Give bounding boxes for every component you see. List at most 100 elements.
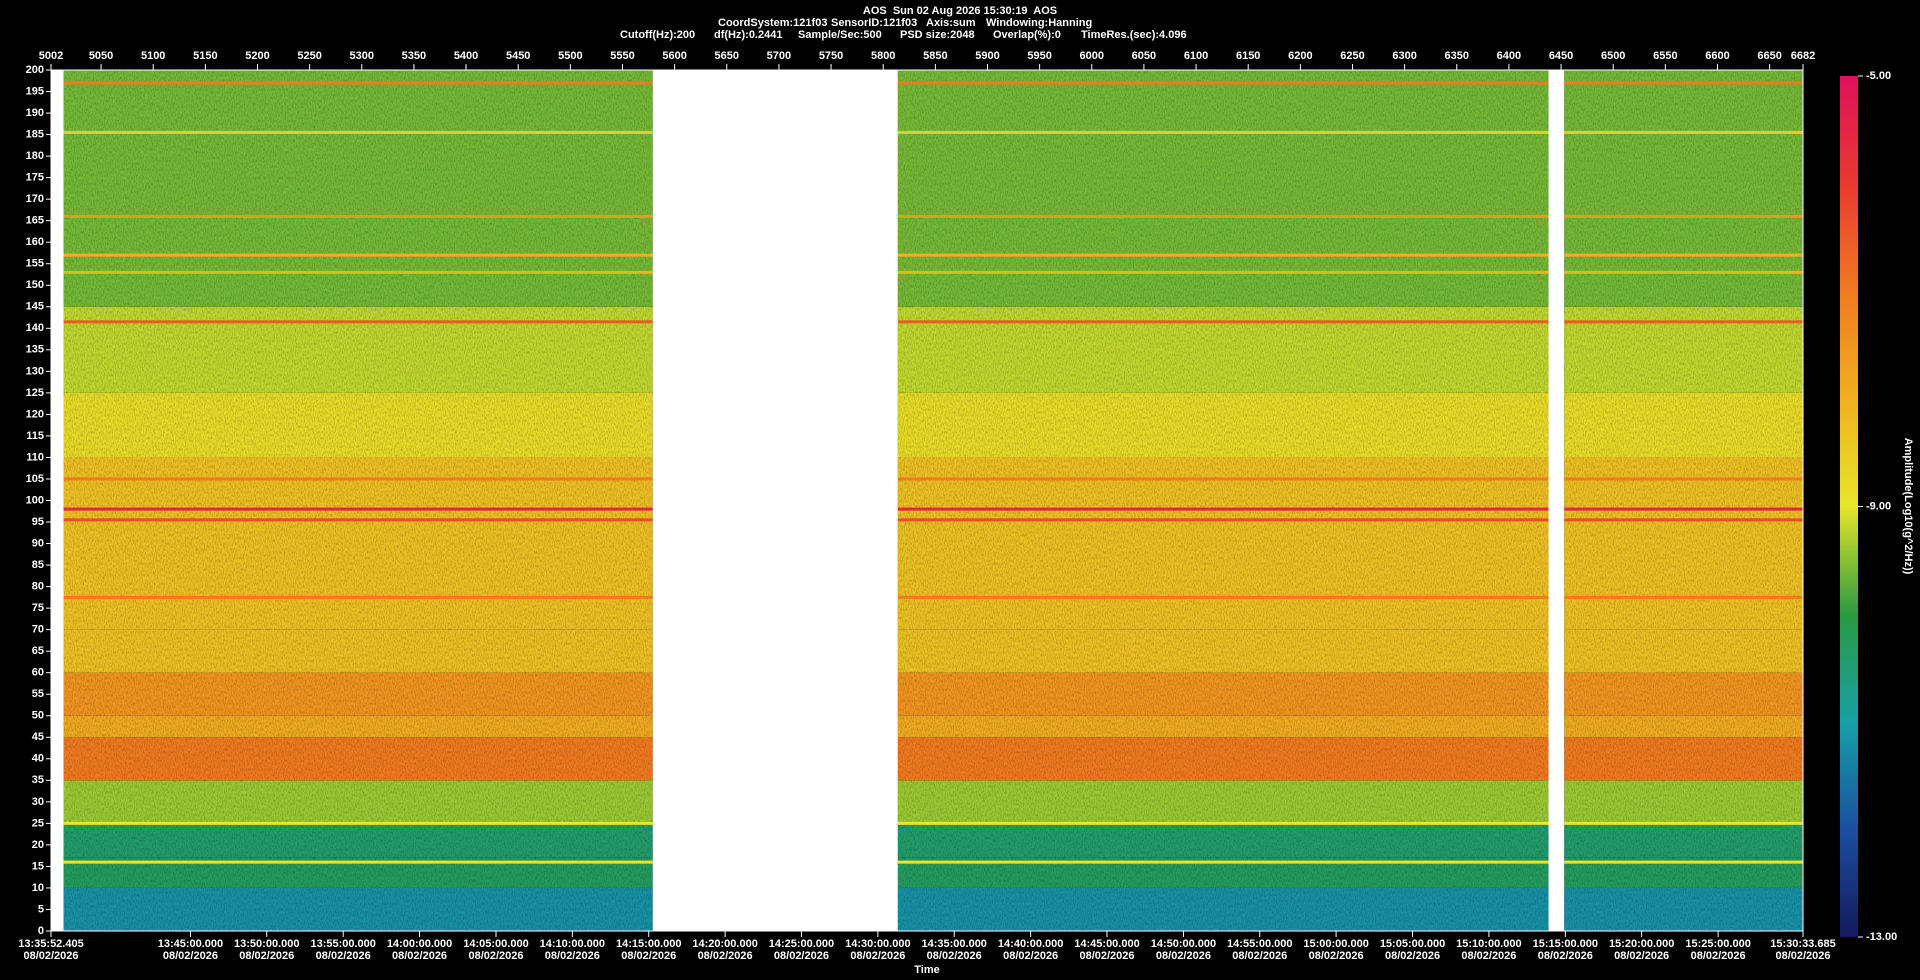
x-axis-title: Time: [914, 964, 939, 976]
info-label: CoordSystem:121f03: [718, 17, 827, 29]
tone-line: [897, 595, 1549, 599]
time-tick-date: 08/02/2026: [621, 950, 676, 962]
time-tick-label: 13:55:00.000: [310, 938, 375, 950]
x-tick-label: 5500: [558, 50, 582, 62]
time-tick-date: 08/02/2026: [23, 950, 78, 962]
y-tick-label: 10: [32, 882, 44, 894]
time-tick-label: 14:45:00.000: [1074, 938, 1139, 950]
info-label: Axis:sum: [926, 17, 976, 29]
tone-line: [63, 595, 653, 599]
y-tick-label: 200: [26, 64, 44, 76]
y-tick-label: 45: [32, 731, 44, 743]
time-tick-date: 08/02/2026: [1461, 950, 1516, 962]
tone-line: [1564, 860, 1803, 864]
y-tick-label: 140: [26, 322, 44, 334]
time-tick-date: 08/02/2026: [1003, 950, 1058, 962]
time-tick-label: 13:50:00.000: [234, 938, 299, 950]
x-tick-label: 5800: [871, 50, 895, 62]
tone-line: [1564, 821, 1803, 825]
y-tick-label: 190: [26, 107, 44, 119]
time-tick-label: 14:30:00.000: [845, 938, 910, 950]
info-label: PSD size:2048: [900, 29, 975, 41]
y-tick-label: 25: [32, 817, 44, 829]
info-label: Windowing:Hanning: [986, 17, 1092, 29]
info-label: TimeRes.(sec):4.096: [1081, 29, 1187, 41]
colorbar-title: Amplitude(Log10(g^2/Hz)): [1902, 438, 1914, 575]
tone-line: [63, 320, 653, 324]
y-tick-label: 160: [26, 236, 44, 248]
time-tick-date: 08/02/2026: [1232, 950, 1287, 962]
y-tick-label: 5: [38, 903, 44, 915]
tone-line: [897, 253, 1549, 257]
x-tick-label: 5350: [402, 50, 426, 62]
x-tick-label: 5002: [39, 50, 63, 62]
tone-line: [897, 130, 1549, 134]
time-tick-label: 14:25:00.000: [769, 938, 834, 950]
colorbar-tick-label: -9.00: [1866, 500, 1891, 512]
no-data: [51, 70, 64, 931]
y-tick-label: 125: [26, 387, 44, 399]
time-tick-date: 08/02/2026: [1385, 950, 1440, 962]
tone-line: [1564, 81, 1803, 85]
tone-line: [63, 81, 653, 85]
info-label: Cutoff(Hz):200: [620, 29, 695, 41]
x-tick-label: 6682: [1791, 50, 1815, 62]
y-tick-label: 145: [26, 301, 44, 313]
y-tick-label: 65: [32, 645, 44, 657]
x-tick-label: 6050: [1132, 50, 1156, 62]
x-tick-label: 5300: [350, 50, 374, 62]
time-tick-label: 15:00:00.000: [1303, 938, 1368, 950]
tone-line: [63, 253, 653, 257]
tone-line: [1564, 507, 1803, 511]
time-tick-label: 14:35:00.000: [921, 938, 986, 950]
tone-line: [897, 821, 1549, 825]
y-tick-label: 0: [38, 925, 44, 937]
time-tick-label: 15:15:00.000: [1533, 938, 1598, 950]
x-tick-label: 6450: [1549, 50, 1573, 62]
time-tick-date: 08/02/2026: [545, 950, 600, 962]
x-tick-label: 5250: [297, 50, 321, 62]
info-label: df(Hz):0.2441: [714, 29, 782, 41]
x-tick-label: 5100: [141, 50, 165, 62]
time-tick-label: 13:45:00.000: [158, 938, 223, 950]
x-tick-label: 6500: [1601, 50, 1625, 62]
tone-line: [1564, 270, 1803, 274]
time-tick-label: 15:25:00.000: [1685, 938, 1750, 950]
y-tick-label: 120: [26, 408, 44, 420]
no-data: [1548, 70, 1565, 931]
time-tick-label: 14:05:00.000: [463, 938, 528, 950]
x-tick-label: 5600: [662, 50, 686, 62]
time-tick-label: 14:10:00.000: [540, 938, 605, 950]
noise-texture: [63, 70, 653, 931]
tone-line: [897, 477, 1549, 481]
tone-line: [63, 130, 653, 134]
colorbar-tick-label: -13.00: [1866, 931, 1897, 943]
spectrogram: [51, 70, 1803, 931]
y-tick-label: 70: [32, 624, 44, 636]
x-tick-label: 6300: [1392, 50, 1416, 62]
time-tick-date: 08/02/2026: [698, 950, 753, 962]
y-tick-label: 105: [26, 473, 44, 485]
y-tick-label: 165: [26, 215, 44, 227]
time-tick-label: 14:50:00.000: [1151, 938, 1216, 950]
x-tick-label: 5050: [89, 50, 113, 62]
x-tick-label: 5850: [923, 50, 947, 62]
tone-line: [63, 821, 653, 825]
tone-line: [897, 518, 1549, 522]
x-tick-label: 6250: [1340, 50, 1364, 62]
x-tick-label: 5150: [193, 50, 217, 62]
y-tick-label: 150: [26, 279, 44, 291]
tone-line: [897, 81, 1549, 85]
time-tick-label: 15:10:00.000: [1456, 938, 1521, 950]
y-tick-label: 55: [32, 688, 44, 700]
tone-line: [897, 507, 1549, 511]
x-tick-label: 6350: [1445, 50, 1469, 62]
x-tick-label: 6400: [1497, 50, 1521, 62]
time-tick-date: 08/02/2026: [239, 950, 294, 962]
time-tick-date: 08/02/2026: [850, 950, 905, 962]
y-tick-label: 35: [32, 774, 44, 786]
time-tick-label: 15:05:00.000: [1380, 938, 1445, 950]
tone-line: [1564, 518, 1803, 522]
time-tick-label: 14:20:00.000: [692, 938, 757, 950]
y-tick-label: 130: [26, 365, 44, 377]
